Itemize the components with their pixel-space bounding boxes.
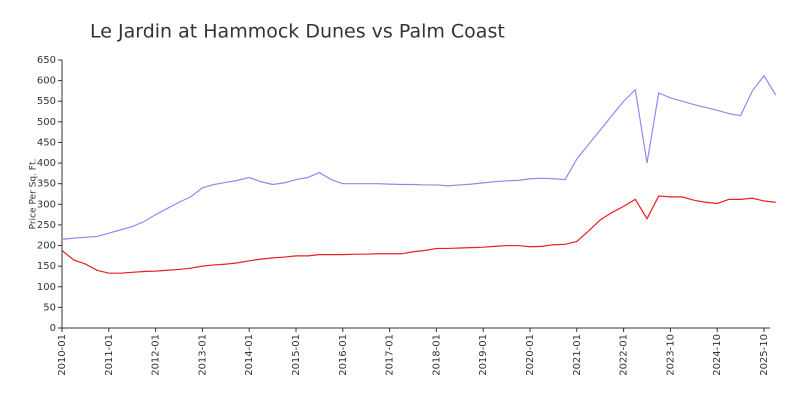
x-tick-label: 2012-01 [151,334,162,376]
y-tick-label: 600 [37,76,56,87]
x-tick-label: 2010-01 [57,334,68,376]
x-tick-label: 2025-10 [759,334,770,376]
x-tick-label: 2017-01 [385,334,396,376]
y-tick-label: 100 [37,282,56,293]
x-tick-label: 2014-01 [244,334,255,376]
y-tick-label: 650 [37,55,56,66]
y-tick-label: 500 [37,117,56,128]
y-tick-label: 250 [37,220,56,231]
x-tick-label: 2015-01 [291,334,302,376]
y-tick-label: 300 [37,199,56,210]
y-tick-label: 0 [50,323,56,334]
y-tick-label: 200 [37,241,56,252]
y-tick-label: 400 [37,158,56,169]
y-tick-label: 150 [37,261,56,272]
y-tick-label: 450 [37,137,56,148]
y-tick-label: 350 [37,179,56,190]
x-tick-label: 2013-01 [197,334,208,376]
y-axis-label: Price Per Sq. Ft. [29,159,39,230]
x-tick-label: 2019-01 [478,334,489,376]
x-tick-label: 2016-01 [338,334,349,376]
x-tick-label: 2021-01 [572,334,583,376]
x-tick-label: 2024-10 [712,334,723,376]
y-tick-label: 550 [37,96,56,107]
series-line [61,195,776,274]
x-tick-label: 2018-01 [431,334,442,376]
x-tick-label: 2023-10 [665,334,676,376]
x-tick-label: 2022-01 [619,334,630,376]
y-tick-label: 50 [43,302,56,313]
x-tick-label: 2020-01 [525,334,536,376]
series-line [61,74,777,240]
chart-title: Le Jardin at Hammock Dunes vs Palm Coast [90,21,505,43]
x-tick-label: 2011-01 [104,334,115,376]
